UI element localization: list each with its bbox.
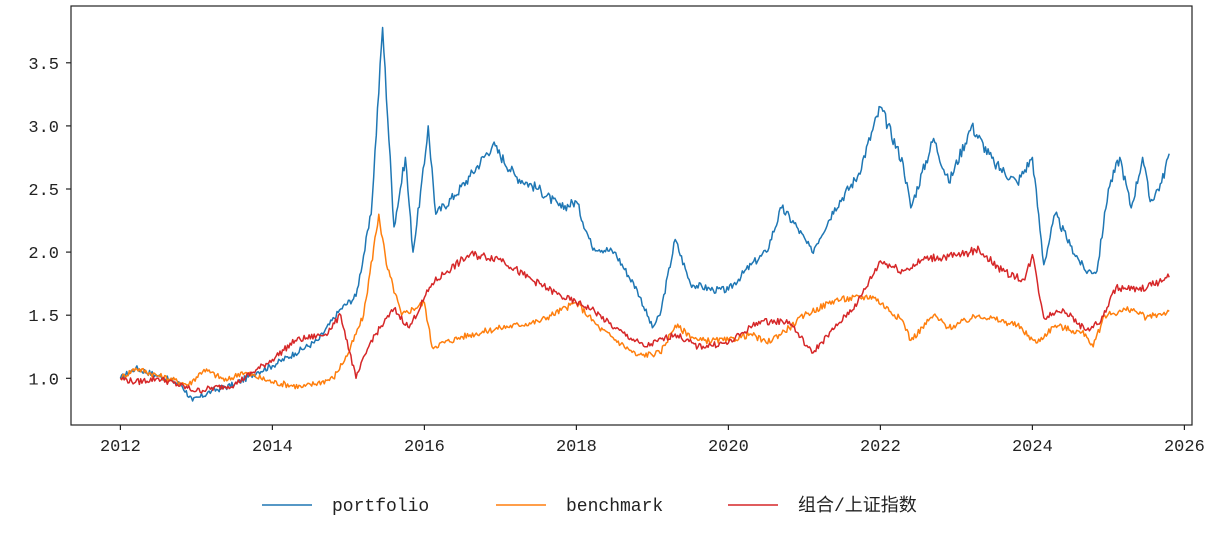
- x-axis: 2012 2014 2016 2018 2020 2022 2024 2026: [100, 425, 1205, 457]
- x-tick-label: 2024: [1012, 438, 1053, 457]
- y-tick-label: 2.0: [28, 245, 59, 264]
- legend: portfolio benchmark 组合/上证指数: [262, 495, 917, 517]
- y-axis: 1.0 1.5 2.0 2.5 3.0 3.5: [28, 56, 71, 390]
- x-tick-label: 2016: [404, 438, 445, 457]
- x-tick-label: 2026: [1164, 438, 1205, 457]
- y-tick-label: 1.5: [28, 308, 59, 327]
- legend-item: 组合/上证指数: [728, 495, 917, 517]
- x-tick-label: 2014: [252, 438, 293, 457]
- plot-frame: [70, 5, 1193, 426]
- x-tick-label: 2020: [708, 438, 749, 457]
- legend-item: portfolio: [262, 497, 429, 517]
- series-layer: [119, 26, 1170, 402]
- y-tick-label: 1.0: [28, 371, 59, 390]
- legend-label: benchmark: [566, 497, 663, 517]
- y-tick-label: 2.5: [28, 182, 59, 201]
- y-tick-label: 3.0: [28, 119, 59, 138]
- x-tick-label: 2022: [860, 438, 901, 457]
- series-line-0: [119, 26, 1170, 402]
- legend-item: benchmark: [496, 497, 663, 517]
- legend-label: portfolio: [332, 497, 429, 517]
- x-tick-label: 2012: [100, 438, 141, 457]
- series-line-2: [119, 245, 1170, 394]
- x-tick-label: 2018: [556, 438, 597, 457]
- y-tick-label: 3.5: [28, 56, 59, 75]
- legend-label: 组合/上证指数: [798, 495, 917, 517]
- series-line-1: [119, 213, 1170, 390]
